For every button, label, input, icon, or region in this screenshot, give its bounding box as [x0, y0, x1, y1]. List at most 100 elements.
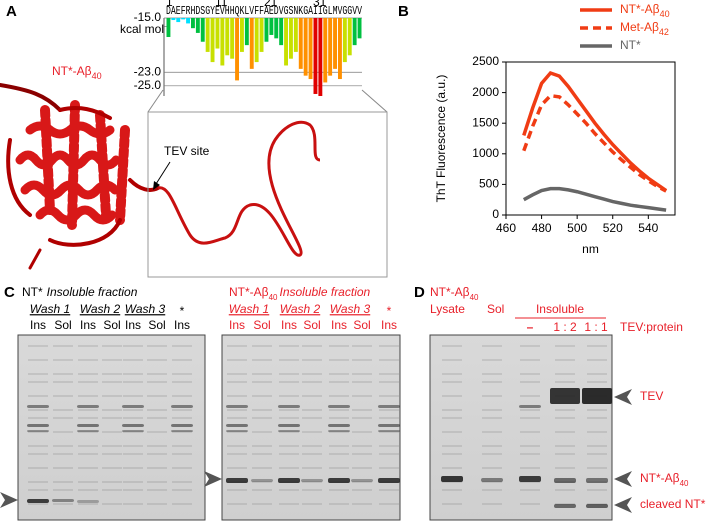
faint-band: [442, 359, 462, 361]
arrow: [204, 471, 222, 487]
faint-band: [302, 445, 322, 447]
band: [278, 405, 300, 408]
faint-band: [442, 373, 462, 375]
bar: [205, 18, 210, 52]
faint-band: [147, 395, 167, 397]
faint-band: [352, 359, 372, 361]
faint-band: [28, 373, 48, 375]
faint-band: [520, 503, 540, 505]
band: [328, 430, 350, 432]
faint-band: [78, 489, 98, 491]
lane-label: Ins: [229, 318, 245, 332]
residue-number: 11: [215, 0, 228, 9]
faint-band: [520, 373, 540, 375]
faint-band: [379, 345, 399, 347]
faint-band: [78, 431, 98, 433]
faint-band: [102, 345, 122, 347]
line-chart: 0 500 1000 1500 2000 2500 460 480 500 520 540 nm ThT…: [434, 2, 676, 256]
ratio-title: TEV:protein: [620, 320, 683, 334]
faint-band: [78, 453, 98, 455]
subscript: 40: [680, 479, 689, 488]
band: [27, 405, 49, 408]
faint-band: [123, 381, 143, 383]
faint-band: [102, 431, 122, 433]
faint-band: [172, 373, 192, 375]
band: [378, 430, 400, 432]
bar: [166, 18, 171, 37]
faint-band: [520, 359, 540, 361]
band: [27, 430, 49, 432]
faint-band: [587, 409, 607, 411]
faint-band: [28, 489, 48, 491]
faint-band: [172, 417, 192, 419]
bar: [264, 18, 269, 42]
band: [171, 424, 193, 427]
y-tick-label: 0: [492, 207, 499, 221]
construct: NT*-Aβ: [229, 285, 269, 299]
faint-band: [227, 345, 247, 347]
faint-band: [227, 409, 247, 411]
faint-band: [555, 489, 575, 491]
bar: [303, 18, 308, 76]
faint-band: [53, 467, 73, 469]
bar: [328, 18, 333, 76]
faint-band: [53, 431, 73, 433]
band-label: TEV: [640, 389, 663, 403]
data-line: [522, 186, 667, 212]
faint-band: [482, 409, 502, 411]
faint-band: [147, 381, 167, 383]
faint-band: [379, 445, 399, 447]
faint-band: [123, 489, 143, 491]
faint-band: [302, 395, 322, 397]
band: [582, 388, 612, 404]
faint-band: [329, 345, 349, 347]
bar: [230, 18, 235, 59]
faint-band: [252, 345, 272, 347]
faint-band: [102, 481, 122, 483]
faint-band: [279, 395, 299, 397]
faint-band: [379, 417, 399, 419]
faint-band: [123, 373, 143, 375]
faint-band: [147, 489, 167, 491]
faint-band: [379, 489, 399, 491]
faint-band: [587, 453, 607, 455]
faint-band: [78, 345, 98, 347]
faint-band: [482, 345, 502, 347]
faint-band: [172, 467, 192, 469]
bar: [181, 18, 186, 20]
wash-label: Wash 3: [125, 302, 166, 316]
faint-band: [78, 417, 98, 419]
faint-band: [442, 453, 462, 455]
panel-label: D: [414, 284, 425, 301]
marker: *: [180, 304, 185, 318]
legend-label: NT*-Aβ40: [620, 2, 670, 19]
faint-band: [352, 409, 372, 411]
lane-label: Ins: [281, 318, 297, 332]
band: [122, 430, 144, 432]
x-tick-label: 520: [603, 221, 623, 235]
lane-label: Lysate: [430, 302, 465, 316]
faint-band: [442, 431, 462, 433]
faint-band: [379, 359, 399, 361]
faint-band: [172, 345, 192, 347]
faint-band: [352, 489, 372, 491]
faint-band: [28, 409, 48, 411]
faint-band: [252, 395, 272, 397]
band: [378, 424, 400, 427]
faint-band: [587, 359, 607, 361]
faint-band: [482, 503, 502, 505]
lane-label: Sol: [103, 318, 120, 332]
bar: [249, 18, 254, 69]
faint-band: [329, 445, 349, 447]
faint-band: [352, 431, 372, 433]
lane-label: Ins: [30, 318, 46, 332]
y-tick-label: -25.0: [134, 78, 162, 92]
bar: [240, 18, 244, 52]
panel-label: B: [398, 3, 409, 20]
faint-band: [587, 431, 607, 433]
band: [52, 499, 74, 502]
faint-band: [442, 417, 462, 419]
bar: [313, 18, 318, 94]
panel-label: A: [6, 3, 17, 20]
faint-band: [302, 417, 322, 419]
